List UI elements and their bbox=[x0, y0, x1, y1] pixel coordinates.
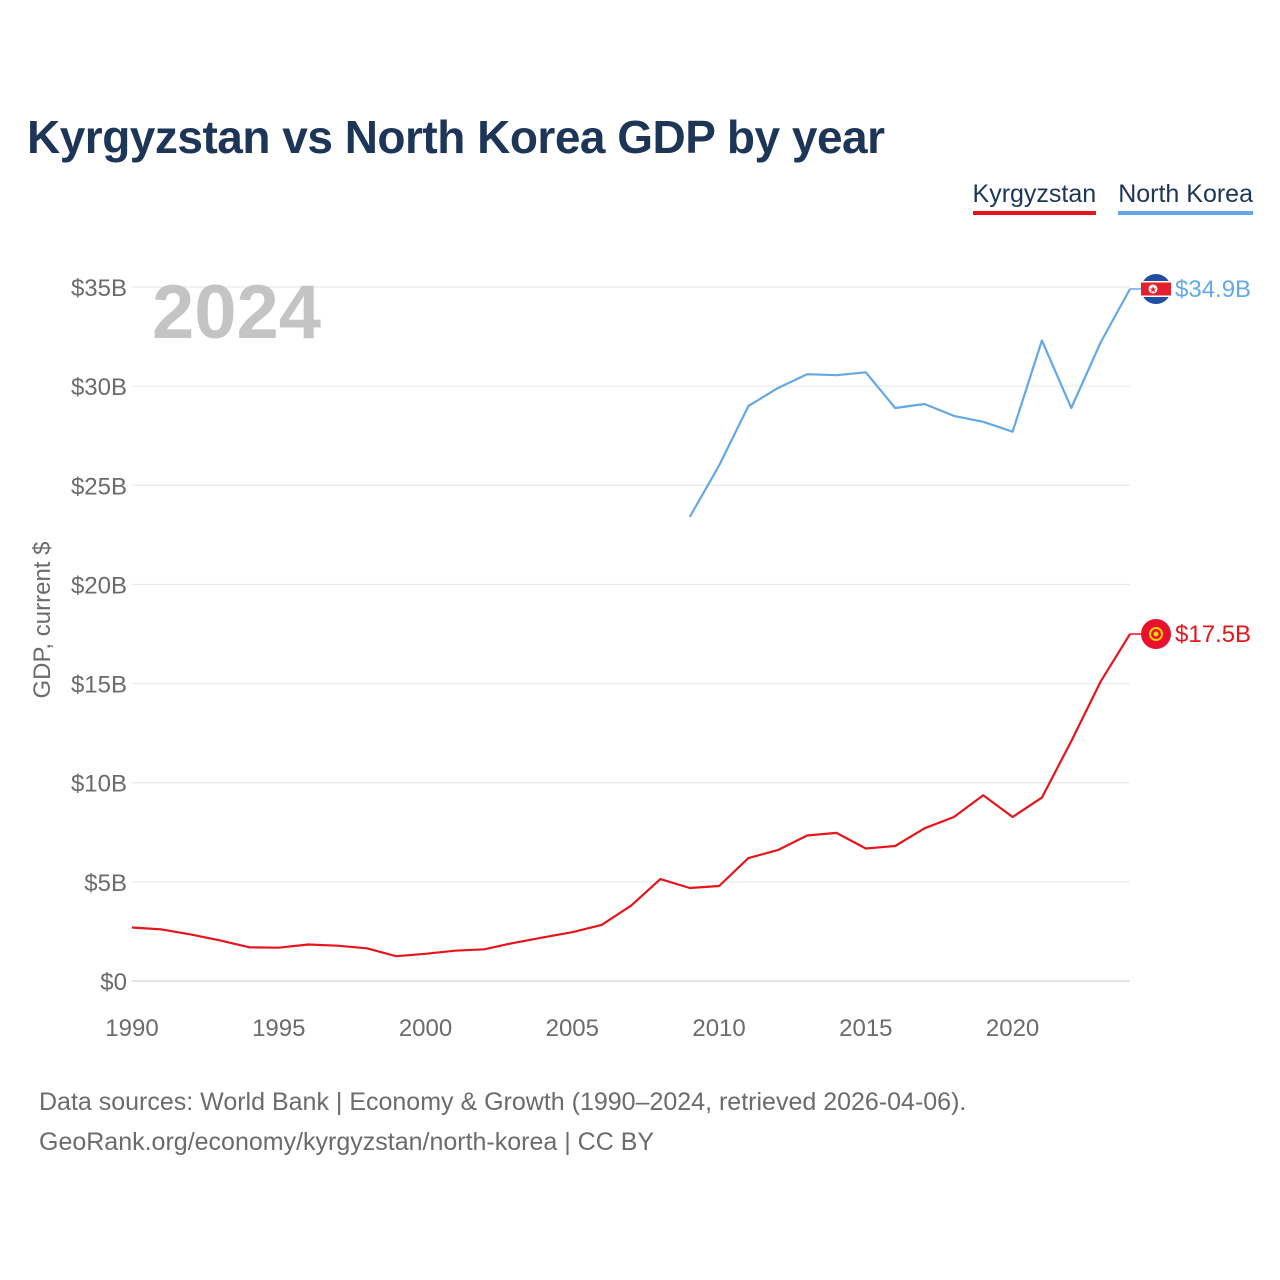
flag-sun-icon bbox=[1149, 627, 1163, 641]
y-tick-label: $35B bbox=[71, 275, 127, 302]
x-tick-label: 2010 bbox=[692, 1015, 745, 1042]
y-tick-label: $0 bbox=[100, 969, 127, 996]
gdp-line-chart: $0 $5B $10B $15B $20B $25B $30B $35B 1990 1995 200… bbox=[29, 270, 1251, 1042]
flag-star-icon: ★ bbox=[1149, 285, 1157, 295]
footer: Data sources: World Bank | Economy & Gro… bbox=[39, 1082, 966, 1162]
x-tick-label: 2020 bbox=[986, 1015, 1039, 1042]
series-line-nk bbox=[688, 288, 1131, 518]
legend-item-kyrgyzstan[interactable]: Kyrgyzstan bbox=[972, 180, 1097, 215]
chart-title: Kyrgyzstan vs North Korea GDP by year bbox=[27, 111, 885, 163]
flag-disc bbox=[1148, 284, 1158, 294]
flag-sun-core-icon bbox=[1153, 631, 1159, 637]
x-tick-label: 1995 bbox=[252, 1015, 305, 1042]
y-tick-label: $5B bbox=[84, 870, 127, 897]
end-value-label-ky: $17.5B bbox=[1175, 621, 1251, 648]
y-tick-label: $10B bbox=[71, 771, 127, 798]
legend: Kyrgyzstan North Korea bbox=[972, 180, 1253, 215]
x-tick-label: 2000 bbox=[399, 1015, 452, 1042]
y-tick-label: $30B bbox=[71, 374, 127, 401]
y-tick-label: $15B bbox=[71, 672, 127, 699]
x-tick-label: 2015 bbox=[839, 1015, 892, 1042]
y-tick-label: $25B bbox=[71, 473, 127, 500]
data-sources-text: Data sources: World Bank | Economy & Gro… bbox=[39, 1088, 967, 1116]
x-tick-label: 2005 bbox=[546, 1015, 599, 1042]
x-tick-label: 1990 bbox=[105, 1015, 158, 1042]
year-watermark: 2024 bbox=[152, 270, 321, 355]
source-url-text: GeoRank.org/economy/kyrgyzstan/north-kor… bbox=[39, 1128, 655, 1156]
y-axis-label: GDP, current $ bbox=[29, 542, 56, 699]
legend-item-north-korea[interactable]: North Korea bbox=[1118, 180, 1253, 215]
series-line-ky bbox=[131, 633, 1131, 958]
end-value-label-nk: $34.9B bbox=[1175, 276, 1251, 303]
y-tick-label: $20B bbox=[71, 572, 127, 599]
